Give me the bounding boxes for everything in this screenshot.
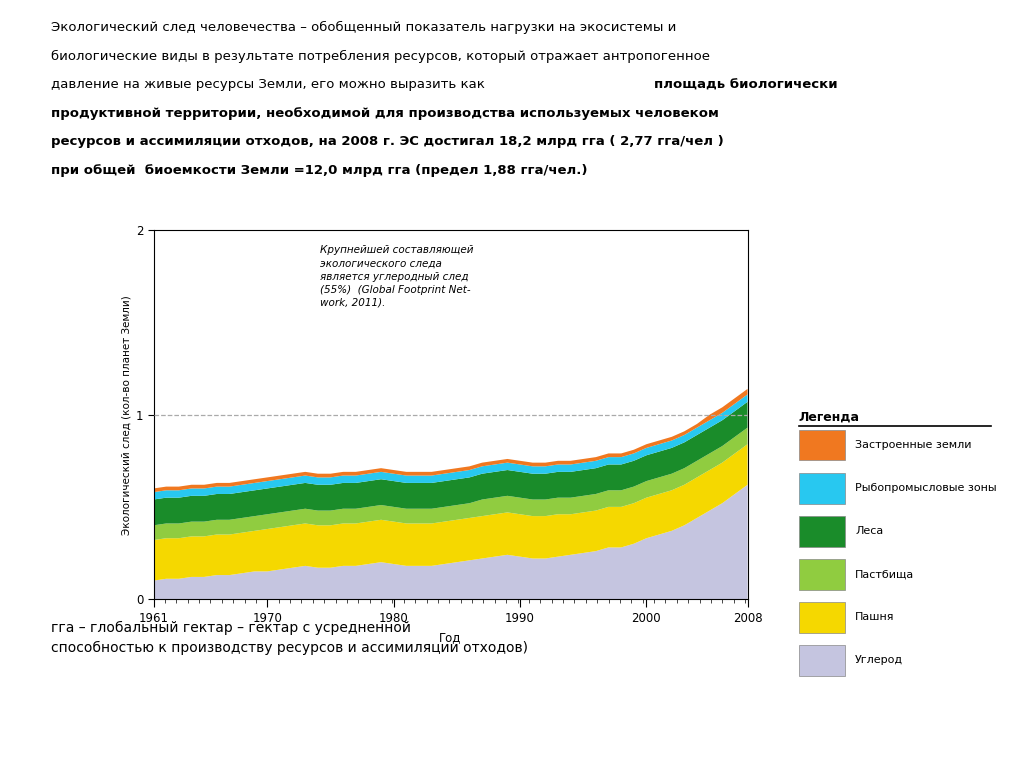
Text: Пастбища: Пастбища <box>855 569 914 580</box>
Text: Легенда: Легенда <box>799 411 860 424</box>
Y-axis label: Экологический след (кол-во планет Земли): Экологический след (кол-во планет Земли) <box>122 295 131 535</box>
FancyBboxPatch shape <box>799 559 845 590</box>
Text: Пашня: Пашня <box>855 612 895 623</box>
X-axis label: Год: Год <box>439 631 462 644</box>
Text: Застроенные земли: Застроенные земли <box>855 440 972 451</box>
Text: продуктивной территории, необходимой для производства используемых человеком: продуктивной территории, необходимой для… <box>51 107 719 120</box>
Text: биологические виды в результате потребления ресурсов, который отражает антропоге: биологические виды в результате потребле… <box>51 50 711 63</box>
FancyBboxPatch shape <box>799 430 845 461</box>
Text: гга – глобальный гектар – гектар с усредненной
способностью к производству ресур: гга – глобальный гектар – гектар с усред… <box>51 621 528 655</box>
FancyBboxPatch shape <box>799 473 845 504</box>
FancyBboxPatch shape <box>799 645 845 676</box>
Text: ресурсов и ассимиляции отходов, на 2008 г. ЭС достигал 18,2 млрд гга ( 2,77 гга/: ресурсов и ассимиляции отходов, на 2008 … <box>51 135 724 148</box>
Text: Углерод: Углерод <box>855 655 903 666</box>
FancyBboxPatch shape <box>799 602 845 633</box>
Text: давление на живые ресурсы Земли, его можно выразить как: давление на живые ресурсы Земли, его мож… <box>51 78 489 91</box>
FancyBboxPatch shape <box>799 516 845 547</box>
Text: при общей  биоемкости Земли =12,0 млрд гга (предел 1,88 гга/чел.): при общей биоемкости Земли =12,0 млрд гг… <box>51 164 588 177</box>
Text: Экологический след человечества – обобщенный показатель нагрузки на экосистемы и: Экологический след человечества – обобще… <box>51 22 677 35</box>
Text: Крупнейшей составляющей
экологического следа
является углеродный след
(55%)  (Gl: Крупнейшей составляющей экологического с… <box>319 245 473 308</box>
Text: площадь биологически: площадь биологически <box>654 78 838 91</box>
Text: Рыбопромысловые зоны: Рыбопромысловые зоны <box>855 483 996 494</box>
Text: Леса: Леса <box>855 526 884 537</box>
